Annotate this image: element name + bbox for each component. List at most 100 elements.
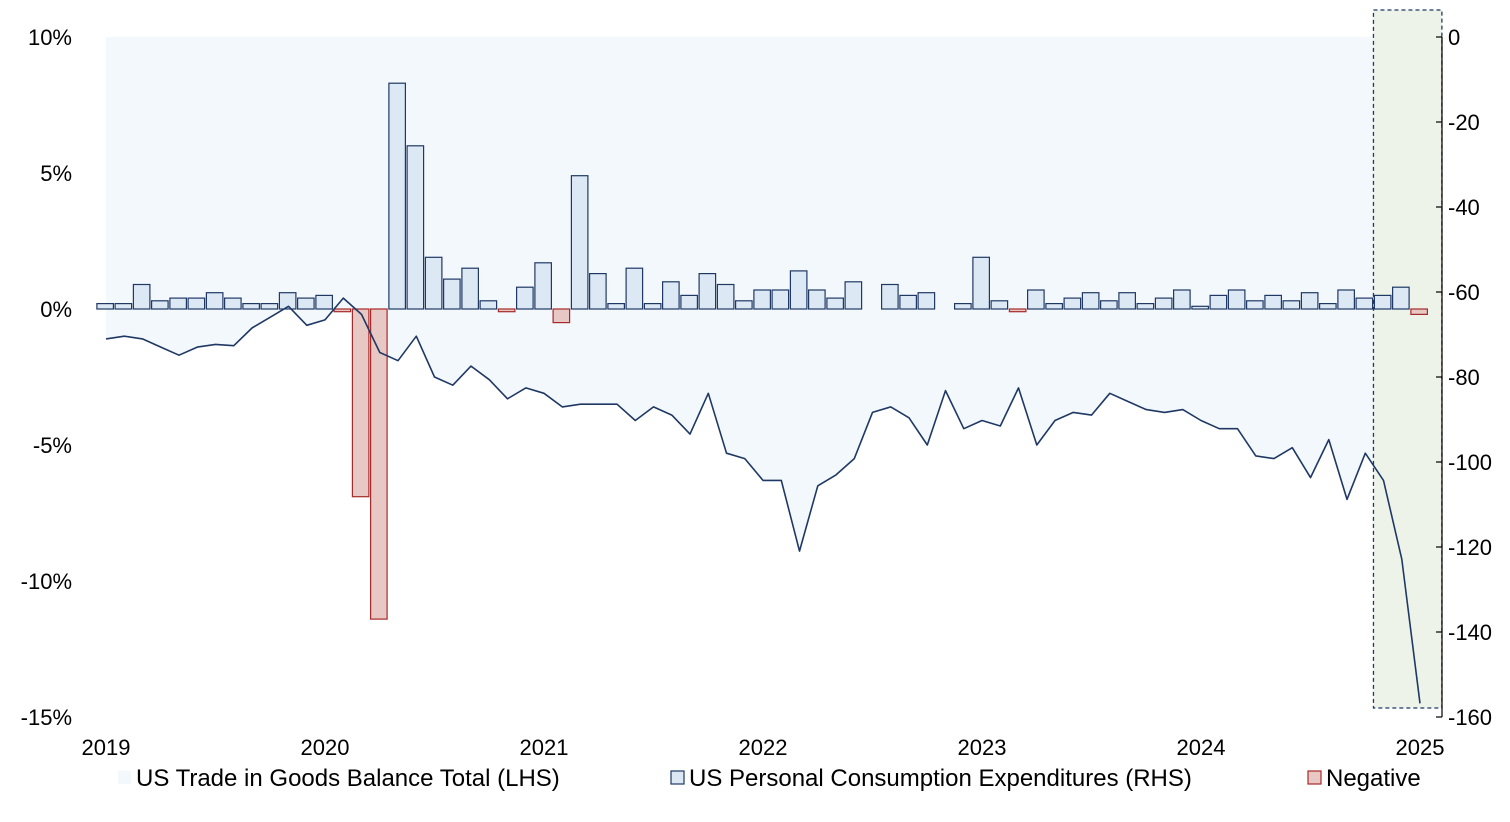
pce-bar <box>1081 292 1100 310</box>
pce-bar <box>607 303 626 310</box>
x-axis-tick-label: 2022 <box>739 735 788 760</box>
pce-bar <box>899 294 918 310</box>
left-axis: 10% 5% 0% -5% -10% -15% <box>21 25 72 730</box>
pce-bar <box>588 273 607 310</box>
pce-bar <box>205 292 224 310</box>
pce-bar <box>278 292 297 310</box>
pce-bar <box>953 303 972 310</box>
pce-bar <box>388 82 406 310</box>
trade-balance-line-path <box>105 297 1421 704</box>
pce-bar <box>260 303 279 310</box>
pce-bar <box>534 262 553 310</box>
pce-bar <box>443 278 461 310</box>
right-axis-tick-label: -120 <box>1448 535 1492 560</box>
pce-bar <box>1118 292 1137 310</box>
pce-bar <box>570 175 589 310</box>
pce-bar <box>406 145 425 310</box>
trade-balance-area-fill <box>106 298 1420 704</box>
x-axis-tick-label: 2019 <box>82 735 131 760</box>
pce-bar <box>844 281 863 310</box>
x-axis: 2019 2020 2021 2022 2023 2024 2025 <box>82 735 1445 760</box>
pce-bar <box>1227 289 1246 310</box>
pce-bar-negative <box>497 308 516 313</box>
pce-bar <box>297 297 315 310</box>
pce-bar <box>1136 303 1155 310</box>
right-axis-tick-label: -100 <box>1448 450 1492 475</box>
pce-bar <box>826 297 845 310</box>
x-axis-tick-label: 2020 <box>301 735 350 760</box>
pce-bar <box>1282 300 1301 310</box>
pce-bar-negative <box>552 308 571 324</box>
left-axis-tick-label: -5% <box>33 433 72 458</box>
left-axis-tick-label: -10% <box>21 569 72 594</box>
pce-bars <box>96 82 1429 620</box>
left-axis-tick-label: 10% <box>28 25 72 50</box>
right-axis-tick-label: -40 <box>1448 195 1480 220</box>
right-axis: 0 -20 -40 -60 -80 -100 -120 -140 -160 <box>1436 25 1492 730</box>
pce-bar <box>479 300 498 310</box>
pce-bar <box>716 283 735 310</box>
pce-bar <box>1099 300 1118 310</box>
pce-bar <box>1337 289 1356 310</box>
left-axis-tick-label: 5% <box>40 161 72 186</box>
legend-swatch-trade-balance <box>118 771 131 784</box>
pce-bar <box>1318 303 1337 310</box>
right-axis-tick-label: -80 <box>1448 365 1480 390</box>
pce-bar <box>132 283 151 310</box>
pce-bar <box>698 273 717 310</box>
pce-bar-negative <box>1008 308 1027 313</box>
pce-bar <box>1373 294 1392 310</box>
left-axis-tick-label: 0% <box>40 297 72 322</box>
pce-bar-negative <box>333 308 352 313</box>
pce-bar <box>1154 297 1173 310</box>
pce-bar <box>917 292 936 310</box>
pce-bar <box>734 300 753 310</box>
pce-bar-negative <box>1410 308 1429 316</box>
pce-bar <box>1209 294 1228 310</box>
pce-bar <box>224 297 242 310</box>
pce-bar-negative <box>370 308 388 620</box>
pce-bar-negative <box>351 308 370 498</box>
pce-bar <box>807 289 826 310</box>
pce-bar <box>461 267 479 310</box>
pce-bar <box>643 303 662 310</box>
pce-bar <box>990 300 1009 310</box>
pce-bar <box>1026 289 1045 310</box>
pce-bar <box>753 289 772 310</box>
legend-swatch-negative <box>1307 770 1322 785</box>
pce-bar <box>242 303 260 310</box>
pce-bar <box>515 286 534 310</box>
pce-bar <box>424 256 443 310</box>
plot-background <box>106 37 1420 309</box>
plot-background-panel <box>106 37 1420 309</box>
pce-bar <box>1172 289 1191 310</box>
pce-bar <box>771 289 790 310</box>
pce-bar <box>680 294 699 310</box>
pce-bar <box>187 297 206 310</box>
trade-balance-line <box>105 297 1421 704</box>
pce-bar <box>1191 305 1210 310</box>
right-axis-tick-label: 0 <box>1448 25 1460 50</box>
pce-bar <box>661 281 680 310</box>
pce-bar <box>315 294 333 310</box>
right-axis-tick-label: -20 <box>1448 110 1480 135</box>
highlight-region <box>1372 9 1443 709</box>
right-axis-tick-label: -60 <box>1448 280 1480 305</box>
legend-label-trade-balance: US Trade in Goods Balance Total (LHS) <box>136 765 560 792</box>
right-axis-tick-label: -140 <box>1448 620 1492 645</box>
pce-bar <box>1355 297 1374 310</box>
legend: US Trade in Goods Balance Total (LHS) US… <box>118 765 1421 792</box>
left-axis-tick-label: -15% <box>21 705 72 730</box>
x-axis-tick-label: 2024 <box>1177 735 1226 760</box>
pce-bar <box>96 303 115 310</box>
pce-bar <box>1045 303 1064 310</box>
pce-bar <box>789 270 808 310</box>
legend-label-negative: Negative <box>1326 765 1421 792</box>
pce-bar <box>1300 292 1319 310</box>
x-axis-tick-label: 2021 <box>520 735 569 760</box>
pce-bar <box>625 267 644 310</box>
pce-bar <box>1264 294 1283 310</box>
pce-bar <box>169 297 187 310</box>
x-axis-tick-label: 2025 <box>1396 735 1445 760</box>
